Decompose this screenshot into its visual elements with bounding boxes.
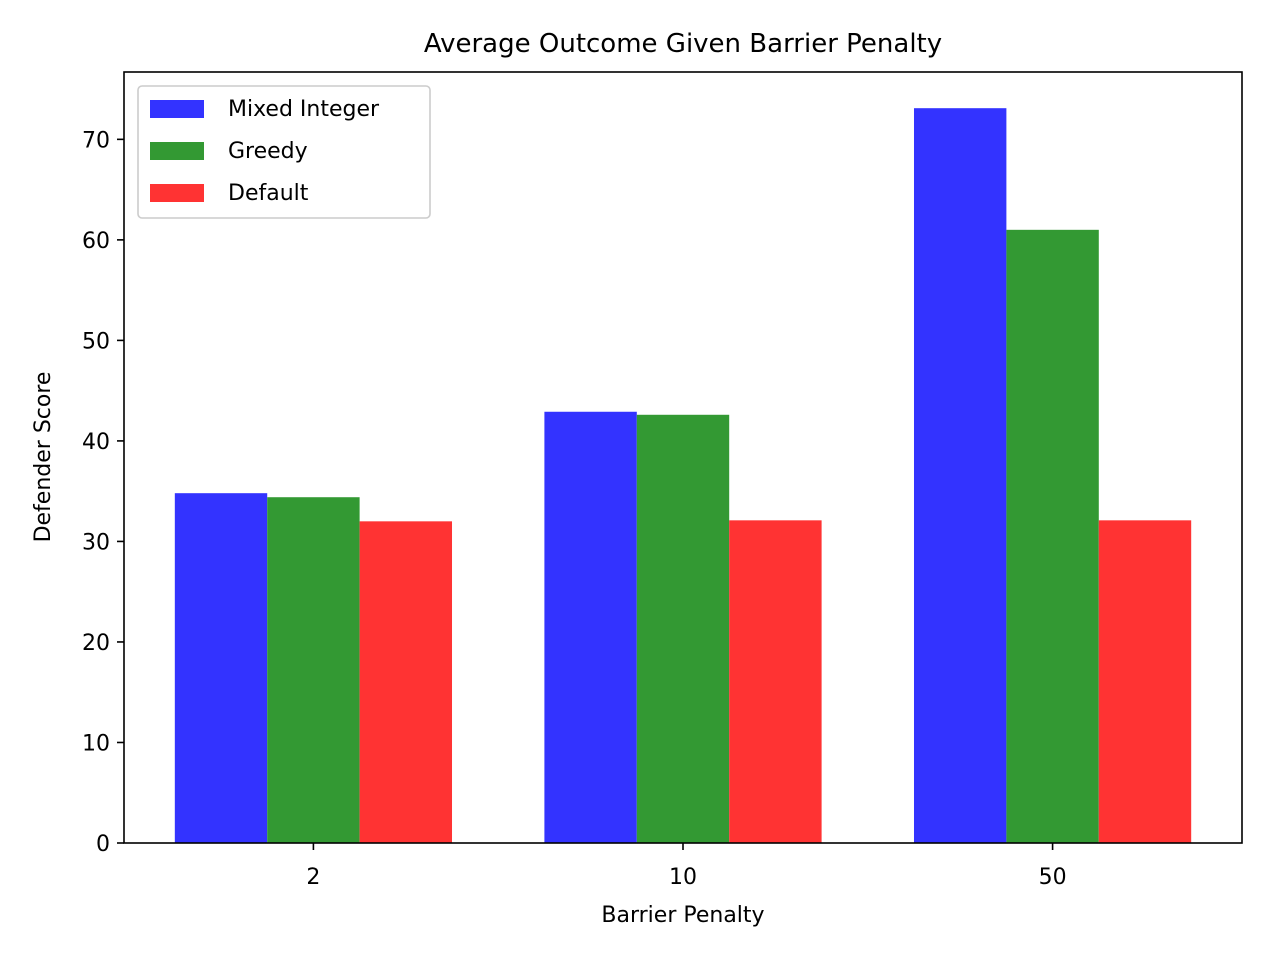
x-tick-label: 10 [669, 865, 697, 890]
bar-default-2 [359, 521, 453, 843]
chart-title: Average Outcome Given Barrier Penalty [424, 29, 942, 59]
y-tick-label: 0 [96, 832, 110, 857]
bar-greedy-50 [1006, 229, 1099, 843]
legend-swatch-mixed-integer [150, 100, 204, 118]
legend-swatch-default [150, 184, 204, 202]
legend-swatch-greedy [150, 142, 204, 160]
bar-default-10 [729, 520, 822, 843]
y-tick-label: 60 [82, 229, 110, 254]
legend-label: Greedy [228, 139, 308, 164]
x-axis-label: Barrier Penalty [601, 903, 764, 928]
bar-greedy-10 [636, 414, 730, 843]
y-tick-label: 10 [82, 731, 110, 756]
bar-greedy-2 [267, 497, 360, 843]
y-tick-label: 40 [82, 430, 110, 455]
x-tick-label: 50 [1039, 865, 1067, 890]
y-axis-label: Defender Score [31, 372, 56, 543]
legend-label: Default [228, 181, 309, 206]
bar-mixed-integer-50 [913, 108, 1007, 843]
y-tick-label: 70 [82, 128, 110, 153]
x-axis: 2 10 50 [306, 843, 1067, 890]
y-tick-label: 20 [82, 631, 110, 656]
bars-layer [174, 108, 1192, 843]
legend: Mixed Integer Greedy Default [137, 85, 431, 219]
bar-default-50 [1098, 520, 1192, 843]
bar-mixed-integer-10 [544, 411, 637, 843]
bar-mixed-integer-2 [174, 493, 268, 843]
y-tick-label: 50 [82, 329, 110, 354]
x-tick-label: 2 [306, 865, 320, 890]
y-axis: 0 10 20 30 40 50 60 70 [82, 128, 124, 857]
legend-label: Mixed Integer [228, 97, 380, 122]
y-tick-label: 30 [82, 530, 110, 555]
legend-box [137, 85, 431, 219]
